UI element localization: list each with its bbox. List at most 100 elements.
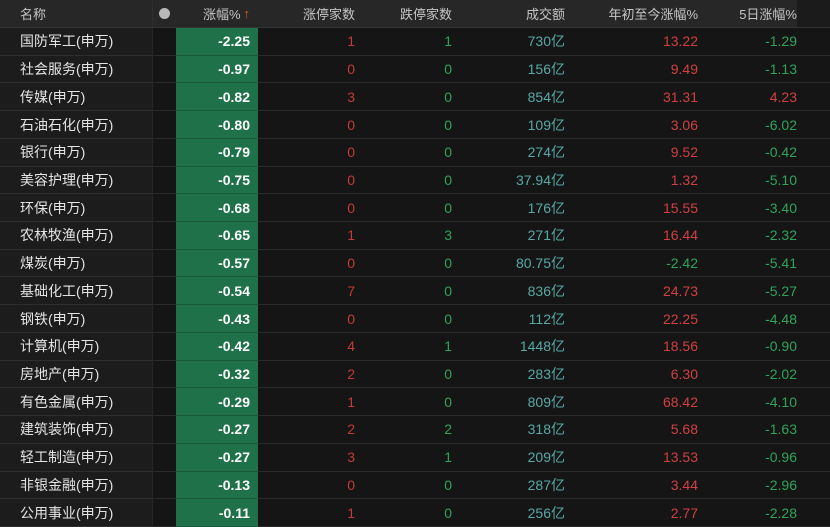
row-spacer <box>797 472 830 500</box>
limit-up-value: 1 <box>258 28 355 56</box>
ytd-change-value: 9.49 <box>565 56 698 84</box>
header-change-label: 涨幅% <box>202 7 241 22</box>
change-value: -0.65 <box>176 222 258 250</box>
ytd-change-value: 13.22 <box>565 28 698 56</box>
table-row[interactable]: 基础化工(申万) -0.54 7 0 836亿 24.73 -5.27 <box>0 277 830 306</box>
limit-up-value: 1 <box>258 388 355 417</box>
ytd-change-value: 2.77 <box>565 499 698 527</box>
header-name-label: 名称 <box>20 7 47 22</box>
change-value: -0.29 <box>176 388 258 417</box>
sector-name: 银行(申万) <box>0 138 152 167</box>
header-corner-spacer <box>797 0 830 27</box>
sector-name: 传媒(申万) <box>0 83 152 112</box>
signal-dot-icon <box>159 8 170 19</box>
row-spacer <box>797 416 830 444</box>
turnover-value: 283亿 <box>452 361 565 389</box>
five-day-change-value: -2.28 <box>698 499 797 527</box>
table-row[interactable]: 国防军工(申万) -2.25 1 1 730亿 13.22 -1.29 <box>0 28 830 56</box>
limit-up-value: 2 <box>258 416 355 444</box>
change-value: -0.80 <box>176 111 258 139</box>
table-row[interactable]: 公用事业(申万) -0.11 1 0 256亿 2.77 -2.28 <box>0 499 830 527</box>
turnover-value: 80.75亿 <box>452 250 565 278</box>
limit-up-value: 0 <box>258 111 355 139</box>
change-value: -0.27 <box>176 443 258 472</box>
table-row[interactable]: 传媒(申万) -0.82 3 0 854亿 31.31 4.23 <box>0 83 830 112</box>
table-row[interactable]: 房地产(申万) -0.32 2 0 283亿 6.30 -2.02 <box>0 360 830 389</box>
header-change[interactable]: 涨幅% ↑ <box>176 0 258 27</box>
header-turnover[interactable]: 成交额 <box>452 0 565 27</box>
sector-name: 房地产(申万) <box>0 360 152 389</box>
turnover-value: 256亿 <box>452 499 565 527</box>
five-day-change-value: -2.32 <box>698 222 797 250</box>
row-spacer <box>797 83 830 112</box>
ytd-change-value: 13.53 <box>565 444 698 472</box>
table-row[interactable]: 轻工制造(申万) -0.27 3 1 209亿 13.53 -0.96 <box>0 443 830 472</box>
row-spacer <box>797 333 830 361</box>
ytd-change-value: 5.68 <box>565 416 698 444</box>
sector-name: 轻工制造(申万) <box>0 443 152 472</box>
turnover-value: 836亿 <box>452 277 565 306</box>
sector-name: 社会服务(申万) <box>0 55 152 84</box>
table-row[interactable]: 环保(申万) -0.68 0 0 176亿 15.55 -3.40 <box>0 194 830 223</box>
table-row[interactable]: 社会服务(申万) -0.97 0 0 156亿 9.49 -1.13 <box>0 55 830 84</box>
turnover-value: 112亿 <box>452 305 565 333</box>
table-row[interactable]: 非银金融(申万) -0.13 0 0 287亿 3.44 -2.96 <box>0 471 830 500</box>
limit-down-value: 1 <box>355 333 452 361</box>
header-ytd-change[interactable]: 年初至今涨幅% <box>565 0 698 27</box>
limit-down-value: 0 <box>355 277 452 306</box>
five-day-change-value: -4.10 <box>698 388 797 417</box>
limit-up-value: 0 <box>258 194 355 223</box>
ytd-change-value: -2.42 <box>565 250 698 278</box>
table-row[interactable]: 农林牧渔(申万) -0.65 1 3 271亿 16.44 -2.32 <box>0 222 830 250</box>
table-row[interactable]: 煤炭(申万) -0.57 0 0 80.75亿 -2.42 -5.41 <box>0 249 830 278</box>
change-value: -0.79 <box>176 138 258 167</box>
table-row[interactable]: 美容护理(申万) -0.75 0 0 37.94亿 1.32 -5.10 <box>0 166 830 195</box>
row-spacer <box>797 277 830 306</box>
sector-name: 农林牧渔(申万) <box>0 222 152 250</box>
turnover-value: 274亿 <box>452 139 565 167</box>
header-limit-up[interactable]: 涨停家数 <box>258 0 355 27</box>
limit-down-value: 0 <box>355 361 452 389</box>
limit-down-value: 0 <box>355 472 452 500</box>
table-row[interactable]: 计算机(申万) -0.42 4 1 1448亿 18.56 -0.90 <box>0 332 830 361</box>
signal-dot-cell <box>152 305 176 333</box>
header-turnover-label: 成交额 <box>525 7 565 22</box>
signal-dot-cell <box>152 277 176 306</box>
row-spacer <box>797 250 830 278</box>
sector-name: 美容护理(申万) <box>0 166 152 195</box>
sector-name: 非银金融(申万) <box>0 471 152 500</box>
change-value: -0.43 <box>176 305 258 333</box>
change-value: -0.97 <box>176 55 258 84</box>
header-name[interactable]: 名称 <box>0 0 152 27</box>
header-limit-down[interactable]: 跌停家数 <box>355 0 452 27</box>
signal-dot-cell <box>152 222 176 250</box>
sector-name: 计算机(申万) <box>0 332 152 361</box>
change-value: -0.32 <box>176 360 258 389</box>
limit-down-value: 0 <box>355 56 452 84</box>
table-row[interactable]: 石油石化(申万) -0.80 0 0 109亿 3.06 -6.02 <box>0 111 830 139</box>
turnover-value: 176亿 <box>452 194 565 223</box>
ytd-change-value: 24.73 <box>565 277 698 306</box>
header-five-day-change-label: 5日涨幅% <box>739 7 797 22</box>
limit-up-value: 0 <box>258 56 355 84</box>
turnover-value: 209亿 <box>452 444 565 472</box>
ytd-change-value: 3.06 <box>565 111 698 139</box>
row-spacer <box>797 56 830 84</box>
sector-name: 建筑装饰(申万) <box>0 416 152 444</box>
limit-down-value: 1 <box>355 444 452 472</box>
turnover-value: 809亿 <box>452 388 565 417</box>
five-day-change-value: -3.40 <box>698 194 797 223</box>
table-row[interactable]: 有色金属(申万) -0.29 1 0 809亿 68.42 -4.10 <box>0 388 830 417</box>
five-day-change-value: -2.96 <box>698 472 797 500</box>
row-spacer <box>797 222 830 250</box>
change-value: -0.42 <box>176 332 258 361</box>
turnover-value: 37.94亿 <box>452 167 565 195</box>
ytd-change-value: 15.55 <box>565 194 698 223</box>
row-spacer <box>797 167 830 195</box>
table-row[interactable]: 银行(申万) -0.79 0 0 274亿 9.52 -0.42 <box>0 138 830 167</box>
table-row[interactable]: 钢铁(申万) -0.43 0 0 112亿 22.25 -4.48 <box>0 305 830 333</box>
signal-dot-cell <box>152 111 176 139</box>
table-row[interactable]: 建筑装饰(申万) -0.27 2 2 318亿 5.68 -1.63 <box>0 416 830 444</box>
header-five-day-change[interactable]: 5日涨幅% <box>698 0 797 27</box>
change-value: -0.11 <box>176 499 258 527</box>
